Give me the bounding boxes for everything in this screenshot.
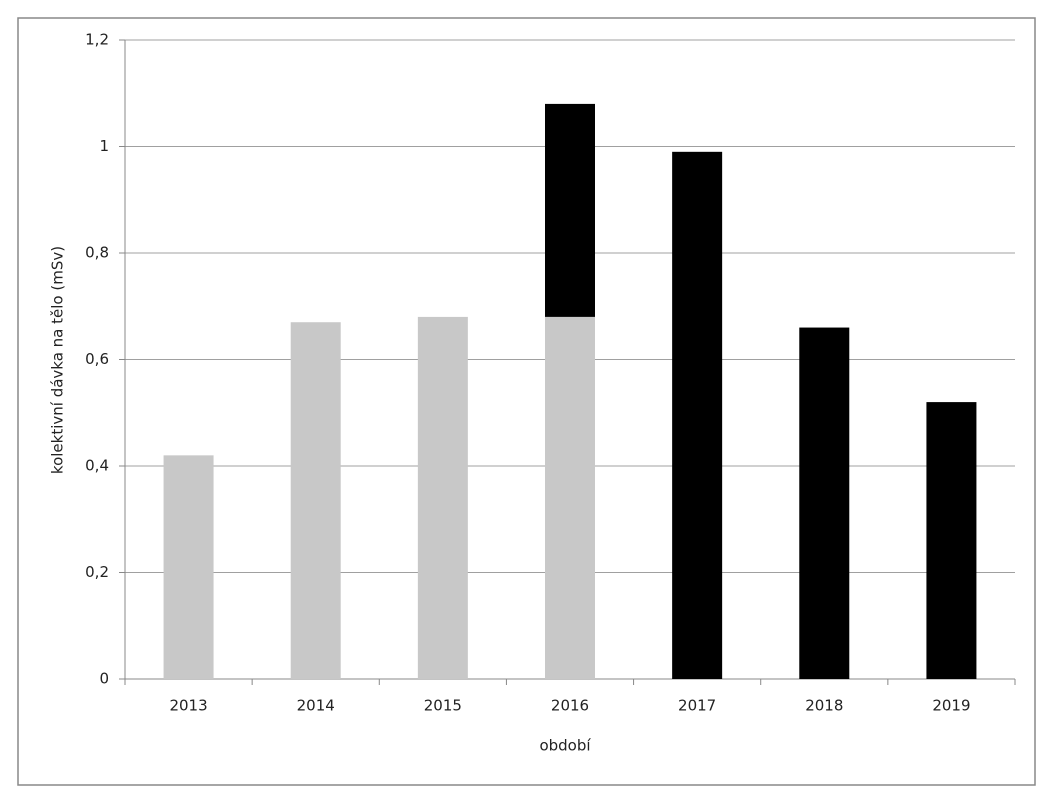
y-tick-label: 0,4: [85, 457, 109, 475]
bar-segment: [926, 402, 977, 679]
x-tick-label: 2015: [424, 697, 462, 715]
y-tick-label: 1: [99, 137, 109, 155]
bar-segment: [290, 322, 341, 679]
x-tick-label: 2018: [805, 697, 843, 715]
y-tick-label: 0,8: [85, 244, 109, 262]
x-tick-label: 2013: [169, 697, 207, 715]
x-tick-label: 2019: [932, 697, 970, 715]
x-axis-label: období: [539, 737, 591, 755]
bar-segment: [799, 327, 850, 679]
x-tick-label: 2016: [551, 697, 589, 715]
y-tick-label: 0,6: [85, 350, 109, 368]
bar-segment: [417, 316, 468, 679]
y-tick-label: 0: [99, 670, 109, 688]
x-tick-label: 2014: [297, 697, 335, 715]
bar-segment: [163, 455, 214, 679]
bar-segment: [545, 316, 595, 679]
x-tick-label: 2017: [678, 697, 716, 715]
y-axis-label: kolektivní dávka na tělo (mSv): [49, 246, 67, 474]
bar-segment: [545, 103, 595, 317]
y-tick-label: 0,2: [85, 563, 109, 581]
bar-segment: [672, 151, 723, 679]
y-tick-label: 1,2: [85, 31, 109, 49]
